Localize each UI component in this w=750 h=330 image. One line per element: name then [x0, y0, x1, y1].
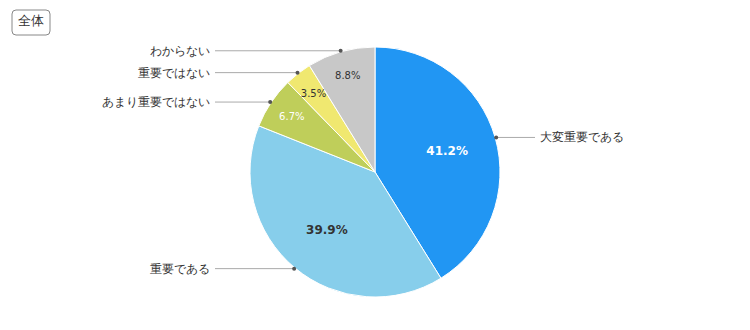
- leader-line: [215, 102, 270, 103]
- title-box: 全体: [12, 10, 50, 35]
- data-label: 6.7%: [279, 111, 304, 122]
- leader-line: [215, 72, 298, 73]
- leader-dot: [296, 71, 300, 75]
- data-label: 8.8%: [335, 70, 360, 81]
- data-label: 39.9%: [306, 223, 348, 237]
- category-label: 重要ではない: [138, 66, 210, 80]
- leader-dot: [339, 49, 343, 53]
- labels: 大変重要である重要である あまり重要ではない 重要ではない わからない: [102, 44, 624, 276]
- pie: 41.2% 39.9% 6.7% 3.5% 8.8%: [250, 47, 500, 297]
- pie-slice: [309, 47, 375, 172]
- data-label: 41.2%: [426, 144, 468, 158]
- category-label: あまり重要ではない: [102, 95, 210, 109]
- category-label: 大変重要である: [540, 130, 624, 144]
- leader-dot: [268, 100, 272, 104]
- leader-line: [215, 50, 341, 51]
- leader-dot: [494, 135, 498, 139]
- chart: 41.2% 39.9% 6.7% 3.5% 8.8% 大変重要である重要である あまり重要で…: [0, 0, 750, 330]
- category-label: 重要である: [150, 262, 210, 276]
- category-label: わからない: [150, 44, 210, 58]
- title: 全体: [18, 13, 44, 28]
- leader-dot: [292, 267, 296, 271]
- leader-line: [496, 137, 535, 138]
- title-frame: [12, 10, 50, 35]
- data-label: 3.5%: [301, 88, 326, 99]
- leader-line: [215, 268, 294, 269]
